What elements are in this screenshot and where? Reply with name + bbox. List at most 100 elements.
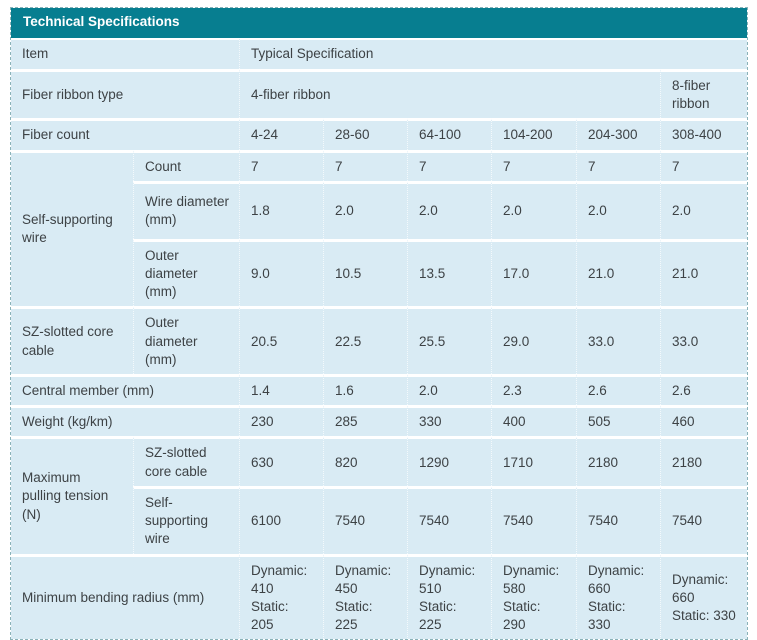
static-value: Static: 330	[672, 608, 736, 624]
cell-value: 400	[491, 405, 577, 437]
static-value: Static: 225	[335, 599, 373, 633]
row-tension-ssw: Self-supporting wire 6100 7540 7540 7540…	[11, 485, 748, 554]
cell-value: 2.0	[491, 180, 577, 239]
spec-table-frame: Technical Specifications Item Typical Sp…	[10, 7, 748, 640]
cell-value: 7	[576, 149, 661, 181]
technical-specifications-table: Item Typical Specification Fiber ribbon …	[11, 37, 748, 640]
dynamic-value: Dynamic: 410	[251, 562, 308, 596]
cell-value: Dynamic: 660 Static: 330	[576, 553, 661, 640]
cell-value: 6100	[239, 485, 324, 554]
dynamic-value: Dynamic: 580	[503, 562, 560, 596]
row-weight: Weight (kg/km) 230 285 330 400 505 460	[11, 405, 748, 437]
row-label: Central member (mm)	[11, 374, 240, 406]
cell-value: 2.0	[407, 374, 492, 406]
row-label: Fiber count	[11, 118, 240, 150]
sub-label: Count	[133, 149, 240, 181]
sub-label: Outer diameter (mm)	[133, 238, 240, 307]
cell-value: 17.0	[491, 238, 577, 307]
row-fiber-ribbon-type: Fiber ribbon type 4-fiber ribbon 8-fiber…	[11, 68, 748, 119]
cell-value: 820	[323, 436, 408, 486]
cell-value: 7	[323, 149, 408, 181]
cell-value: 21.0	[576, 238, 661, 307]
cell-value: 2.0	[323, 180, 408, 239]
cell-value: 7540	[491, 485, 577, 554]
cell-value: 20.5	[239, 306, 324, 375]
row-label: Minimum bending radius (mm)	[11, 553, 240, 640]
cell-value: 1.4	[239, 374, 324, 406]
sub-label: Self-supporting wire	[133, 485, 240, 554]
cell-value: 1710	[491, 436, 577, 486]
typical-spec-header-cell: Typical Specification	[239, 37, 748, 69]
dynamic-value: Dynamic: 450	[335, 562, 392, 596]
row-tension-sz-core: Maximum pulling tension (N) SZ-slotted c…	[11, 436, 748, 554]
ribbon-8-cell: 8-fiber ribbon	[660, 68, 748, 119]
cell-value: 330	[407, 405, 492, 437]
static-value: Static: 205	[251, 599, 289, 633]
cell-value: 2180	[660, 436, 748, 486]
row-min-bending-radius: Minimum bending radius (mm) Dynamic: 410…	[11, 553, 748, 640]
row-ssw-count: Self-supporting wire Count 7 7 7 7 7 7	[11, 149, 748, 307]
cell-value: 7	[491, 149, 577, 181]
cell-value: 2.3	[491, 374, 577, 406]
cell-value: 1290	[407, 436, 492, 486]
dynamic-value: Dynamic: 510	[419, 562, 476, 596]
row-central-member: Central member (mm) 1.4 1.6 2.0 2.3 2.6 …	[11, 374, 748, 406]
cell-value: 204-300	[576, 118, 661, 150]
group-label-max-pulling-tension: Maximum pulling tension (N)	[11, 436, 133, 554]
cell-value: 7540	[407, 485, 492, 554]
cell-value: 28-60	[323, 118, 408, 150]
cell-value: 285	[323, 405, 408, 437]
sub-label: Outer diameter (mm)	[133, 306, 240, 375]
sub-label: SZ-slotted core cable	[133, 436, 240, 486]
cell-value: 230	[239, 405, 324, 437]
cell-value: 10.5	[323, 238, 408, 307]
table-title: Technical Specifications	[11, 8, 747, 38]
cell-value: 7540	[660, 485, 748, 554]
row-item-header: Item Typical Specification	[11, 37, 748, 69]
cell-value: 460	[660, 405, 748, 437]
cell-value: 13.5	[407, 238, 492, 307]
cell-value: 64-100	[407, 118, 492, 150]
row-sz-core-outer-diameter: SZ-slotted core cable Outer diameter (mm…	[11, 306, 748, 375]
dynamic-value: Dynamic: 660	[588, 562, 645, 596]
cell-value: 2.0	[576, 180, 661, 239]
item-header-cell: Item	[11, 37, 240, 69]
cell-value: 7540	[323, 485, 408, 554]
cell-value: 25.5	[407, 306, 492, 375]
cell-value: 2180	[576, 436, 661, 486]
cell-value: 1.6	[323, 374, 408, 406]
cell-value: Dynamic: 410 Static: 205	[239, 553, 324, 640]
cell-value: 9.0	[239, 238, 324, 307]
cell-value: 505	[576, 405, 661, 437]
cell-value: 630	[239, 436, 324, 486]
cell-value: 33.0	[576, 306, 661, 375]
row-label: Fiber ribbon type	[11, 68, 240, 119]
cell-value: 104-200	[491, 118, 577, 150]
cell-value: 2.0	[407, 180, 492, 239]
cell-value: 2.0	[660, 180, 748, 239]
cell-value: 1.8	[239, 180, 324, 239]
cell-value: Dynamic: 450 Static: 225	[323, 553, 408, 640]
dynamic-value: Dynamic: 660	[672, 571, 729, 605]
group-label-sz-slotted-core-cable: SZ-slotted core cable	[11, 306, 133, 375]
static-value: Static: 225	[419, 599, 457, 633]
row-ssw-outer-diameter: Outer diameter (mm) 9.0 10.5 13.5 17.0 2…	[11, 238, 748, 307]
cell-value: Dynamic: 660 Static: 330	[660, 553, 748, 640]
static-value: Static: 290	[503, 599, 541, 633]
cell-value: 22.5	[323, 306, 408, 375]
cell-value: 308-400	[660, 118, 748, 150]
row-ssw-wire-diameter: Wire diameter (mm) 1.8 2.0 2.0 2.0 2.0 2…	[11, 180, 748, 239]
cell-value: Dynamic: 510 Static: 225	[407, 553, 492, 640]
sub-label: Wire diameter (mm)	[133, 180, 240, 239]
row-label: Weight (kg/km)	[11, 405, 240, 437]
cell-value: 2.6	[660, 374, 748, 406]
cell-value: 2.6	[576, 374, 661, 406]
cell-value: 29.0	[491, 306, 577, 375]
cell-value: 7	[407, 149, 492, 181]
cell-value: 33.0	[660, 306, 748, 375]
cell-value: 7540	[576, 485, 661, 554]
ribbon-4-cell: 4-fiber ribbon	[239, 68, 661, 119]
static-value: Static: 330	[588, 599, 626, 633]
cell-value: 7	[239, 149, 324, 181]
row-fiber-count: Fiber count 4-24 28-60 64-100 104-200 20…	[11, 118, 748, 150]
